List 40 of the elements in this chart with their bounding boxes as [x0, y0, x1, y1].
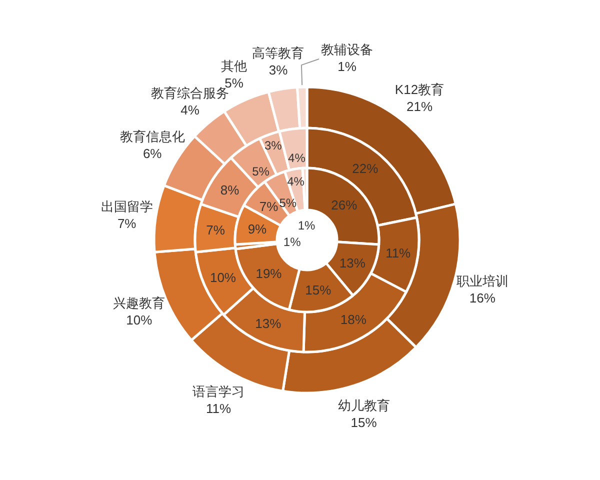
slice-label: 教辅设备 [321, 42, 373, 57]
label: 19% [256, 266, 282, 282]
label: 10% [210, 270, 236, 285]
data-label: 6% [142, 146, 162, 162]
data-label: 15% [350, 414, 378, 430]
label: 4% [287, 174, 304, 189]
label: 26% [331, 198, 358, 213]
slice-label: 幼儿教育 [338, 398, 390, 413]
data-label: 5% [224, 75, 244, 90]
label: 1% [283, 234, 301, 249]
slice-label: 语言学习 [192, 384, 245, 400]
data-label: 3% [268, 62, 288, 78]
slice-label: 职业培训 [456, 274, 508, 288]
data-label: 10% [126, 312, 153, 328]
label: 5% [252, 164, 270, 179]
label: 13% [339, 256, 366, 271]
label: 3% [264, 138, 282, 152]
data-label: 11% [206, 401, 232, 416]
label: 8% [220, 182, 240, 198]
data-label: 21% [406, 98, 433, 114]
label: 4% [288, 151, 306, 166]
slice-label: 出国留学 [100, 199, 153, 214]
data-label: 4% [180, 102, 200, 118]
label: 9% [248, 221, 267, 236]
slice-label: 其他 [221, 58, 248, 74]
label: 7% [206, 222, 225, 238]
data-label: 1% [338, 59, 357, 74]
label: 22% [352, 161, 378, 176]
slice-label: 兴趣教育 [113, 295, 166, 310]
slice-label: 高等教育 [252, 45, 304, 60]
slice-label: K12教育 [394, 82, 444, 97]
data-label: 7% [117, 216, 137, 232]
data-label: 16% [469, 290, 496, 306]
slice-label: 教育信息化 [120, 129, 185, 144]
label: 18% [340, 312, 366, 327]
label: 15% [305, 282, 332, 298]
label: 7% [259, 198, 278, 214]
label: 11% [386, 245, 411, 260]
label: 1% [298, 218, 316, 232]
label: 13% [255, 316, 282, 331]
